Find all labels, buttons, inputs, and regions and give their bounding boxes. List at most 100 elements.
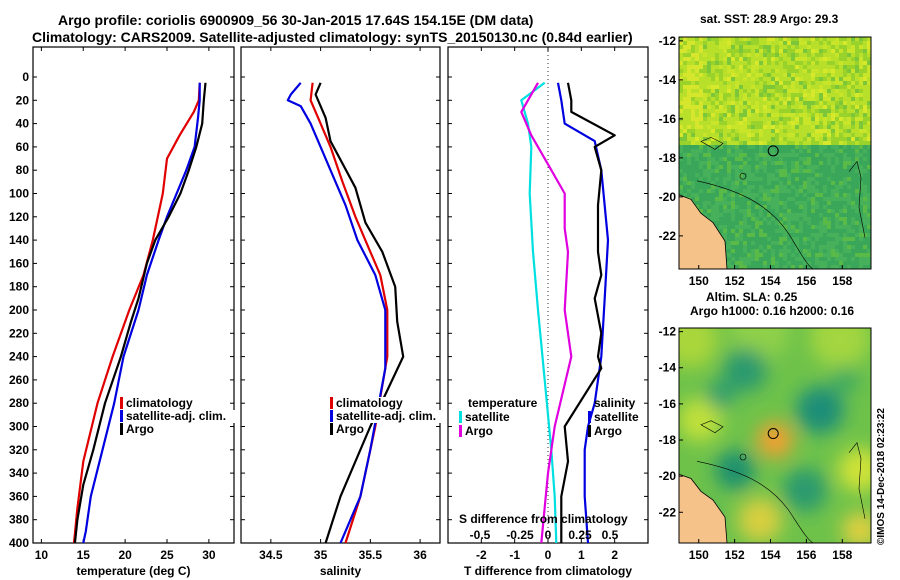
sst-cell — [739, 197, 743, 201]
sst-cell — [839, 209, 843, 213]
sst-cell — [735, 173, 739, 177]
sst-cell — [767, 105, 771, 109]
sst-cell — [867, 97, 871, 101]
sst-cell — [735, 257, 739, 261]
sst-cell — [679, 193, 683, 197]
sst-cell — [711, 121, 715, 125]
sst-cell — [695, 161, 699, 165]
sst-cell — [851, 141, 855, 145]
sst-cell — [735, 109, 739, 113]
sst-cell — [787, 169, 791, 173]
sst-cell — [755, 241, 759, 245]
sst-cell — [823, 57, 827, 61]
sst-cell — [827, 145, 831, 149]
sst-cell — [735, 225, 739, 229]
sst-cell — [699, 113, 703, 117]
sst-cell — [775, 37, 779, 41]
sst-cell — [743, 213, 747, 217]
sst-cell — [743, 253, 747, 257]
sst-cell — [863, 65, 867, 69]
sst-cell — [779, 117, 783, 121]
sst-cell — [687, 85, 691, 89]
sst-cell — [815, 97, 819, 101]
sst-cell — [815, 149, 819, 153]
sst-cell — [859, 93, 863, 97]
sst-cell — [683, 45, 687, 49]
sst-cell — [687, 149, 691, 153]
sst-cell — [679, 97, 683, 101]
sst-cell — [815, 249, 819, 253]
sst-cell — [791, 85, 795, 89]
sst-cell — [731, 141, 735, 145]
sst-cell — [803, 253, 807, 257]
sst-cell — [819, 61, 823, 65]
sst-cell — [731, 109, 735, 113]
sst-cell — [707, 81, 711, 85]
sst-cell — [791, 137, 795, 141]
sst-cell — [739, 157, 743, 161]
sst-cell — [843, 141, 847, 145]
sst-cell — [683, 89, 687, 93]
sst-cell — [699, 133, 703, 137]
sst-cell — [787, 197, 791, 201]
sst-cell — [691, 197, 695, 201]
sst-cell — [827, 53, 831, 57]
sst-cell — [791, 241, 795, 245]
sst-cell — [827, 57, 831, 61]
sst-cell — [747, 37, 751, 41]
sst-cell — [847, 141, 851, 145]
sst-cell — [783, 49, 787, 53]
sst-cell — [763, 45, 767, 49]
sst-cell — [751, 121, 755, 125]
sst-cell — [739, 77, 743, 81]
sst-cell — [779, 145, 783, 149]
sst-cell — [727, 149, 731, 153]
sst-cell — [823, 73, 827, 77]
sst-cell — [847, 81, 851, 85]
sst-cell — [863, 137, 867, 141]
sst-cell — [683, 173, 687, 177]
sst-cell — [707, 161, 711, 165]
sst-cell — [759, 149, 763, 153]
sst-cell — [707, 89, 711, 93]
sst-cell — [847, 137, 851, 141]
sst-cell — [699, 169, 703, 173]
sst-cell — [819, 65, 823, 69]
sst-cell — [739, 69, 743, 73]
sst-cell — [715, 185, 719, 189]
sst-cell — [731, 229, 735, 233]
panel-frame — [240, 46, 441, 544]
sst-cell — [783, 93, 787, 97]
sst-cell — [839, 245, 843, 249]
sst-cell — [727, 101, 731, 105]
sst-cell — [739, 181, 743, 185]
sst-cell — [803, 105, 807, 109]
sst-cell — [707, 109, 711, 113]
sst-cell — [835, 109, 839, 113]
sst-cell — [795, 205, 799, 209]
sst-cell — [851, 185, 855, 189]
sst-cell — [687, 129, 691, 133]
sst-cell — [835, 53, 839, 57]
sst-cell — [799, 225, 803, 229]
sst-cell — [787, 181, 791, 185]
sst-cell — [775, 61, 779, 65]
sst-cell — [719, 173, 723, 177]
sst-cell — [775, 77, 779, 81]
sst-cell — [839, 225, 843, 229]
sst-cell — [791, 97, 795, 101]
sst-cell — [815, 261, 819, 265]
sst-cell — [779, 153, 783, 157]
sst-cell — [819, 69, 823, 73]
sst-cell — [843, 205, 847, 209]
sst-cell — [799, 221, 803, 225]
sst-cell — [731, 49, 735, 53]
sst-cell — [715, 73, 719, 77]
x-tick-label: 15 — [77, 548, 91, 562]
sst-cell — [699, 125, 703, 129]
sst-cell — [791, 233, 795, 237]
sst-cell — [747, 89, 751, 93]
sst-cell — [823, 121, 827, 125]
sst-cell — [823, 185, 827, 189]
sst-cell — [715, 221, 719, 225]
